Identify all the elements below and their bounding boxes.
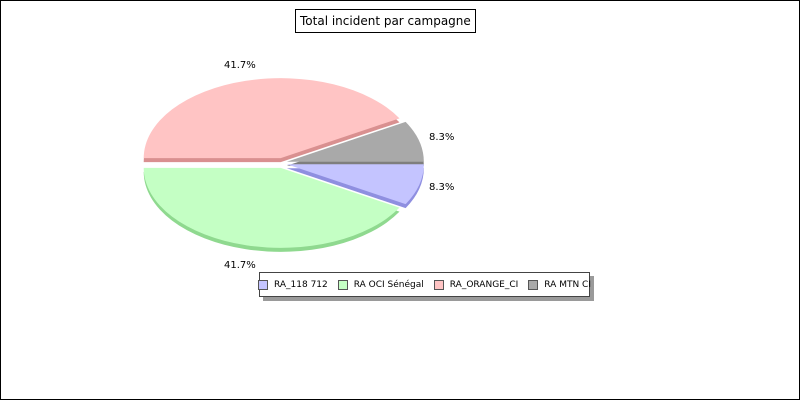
legend-label: RA OCI Sénégal: [353, 279, 424, 290]
legend: RA_118 712 RA OCI Sénégal RA_ORANGE_CI RA M…: [258, 272, 591, 297]
pie-label-ra-orange-ci: 41.7%: [224, 60, 256, 71]
legend-item-ra-orange-ci: RA_ORANGE_CI: [433, 279, 519, 290]
legend-label: RA MTN CI: [544, 279, 591, 290]
pie-slice-ra-oci-s-n-gal: [143, 167, 400, 248]
legend-item-ra-118-712: RA_118 712: [258, 279, 328, 290]
pie-slice-ra-118-712: [286, 164, 424, 205]
legend-label: RA_ORANGE_CI: [449, 279, 519, 290]
legend-label: RA_118 712: [274, 279, 328, 290]
pie-slice-ra-orange-ci: [143, 78, 400, 159]
pie-label-ra-mtn-ci: 8.3%: [429, 132, 454, 143]
legend-swatch: [528, 279, 539, 290]
legend-swatch: [337, 279, 348, 290]
pie-label-ra-oci-s-n-gal: 41.7%: [224, 260, 256, 271]
legend-swatch: [433, 279, 444, 290]
pie-label-ra-118-712: 8.3%: [429, 182, 454, 193]
pie-slice-ra-mtn-ci: [286, 121, 424, 162]
legend-item-ra-oci-s-n-gal: RA OCI Sénégal: [337, 279, 424, 290]
chart-title: Total incident par campagne: [295, 9, 476, 33]
legend-item-ra-mtn-ci: RA MTN CI: [528, 279, 591, 290]
legend-swatch: [258, 279, 268, 290]
